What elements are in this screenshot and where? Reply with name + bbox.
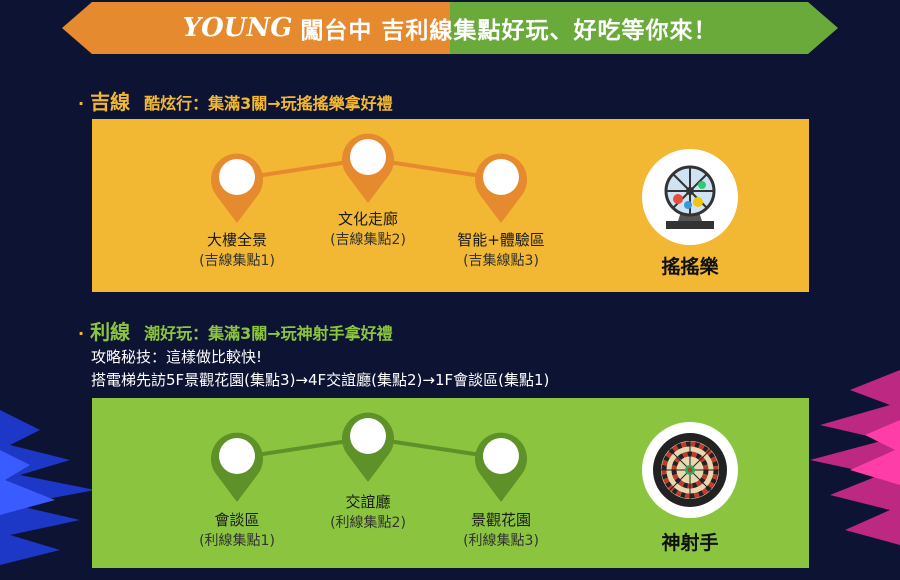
stop-point: (利線集點3): [463, 533, 539, 549]
li-line-header: · 利線 潮好玩：集滿3關→玩神射手拿好禮: [78, 316, 393, 345]
stop-name: 智能+體驗區: [457, 231, 545, 249]
right-wave-decoration: [810, 370, 900, 545]
li-stop-2-pin: [339, 410, 397, 484]
ji-stop-2-label: 文化走廊 (吉線集點2): [298, 209, 438, 251]
li-stop-3-label: 景觀花園 (利線集點3): [431, 510, 571, 552]
stop-point: (吉集線點3): [463, 253, 539, 269]
li-line-panel: 會談區 (利線集點1) 交誼廳 (利線集點2) 景觀花園 (利線集點3): [92, 398, 809, 568]
stop-name: 景觀花園: [470, 511, 531, 529]
li-line-tagline: 潮好玩：集滿3關→玩神射手拿好禮: [144, 324, 393, 343]
ji-prize-name: 搖搖樂: [661, 256, 719, 278]
ji-line-name: 吉線: [90, 90, 131, 114]
ji-stop-3-label: 智能+體驗區 (吉集線點3): [431, 230, 571, 272]
strategy-tips: 攻略秘技：這樣做比較快! 搭電梯先訪5F景觀花園(集點3)→4F交誼廳(集點2)…: [91, 346, 549, 392]
tip-title: 攻略秘技：這樣做比較快!: [91, 348, 263, 366]
li-stop-1-pin: [208, 430, 266, 504]
stop-point: (吉線集點2): [330, 232, 406, 248]
bullet: ·: [78, 324, 85, 343]
stop-name: 交誼廳: [345, 493, 391, 511]
ji-stop-3-pin: [472, 151, 530, 225]
ji-prize-badge: [642, 149, 738, 245]
lottery-machine-icon: [664, 165, 716, 229]
ji-stop-1-pin: [208, 151, 266, 225]
stop-point: (利線集點2): [330, 515, 406, 531]
li-stop-3-pin: [472, 430, 530, 504]
tip-route: 搭電梯先訪5F景觀花園(集點3)→4F交誼廳(集點2)→1F會談區(集點1): [91, 371, 550, 389]
bullet: ·: [78, 94, 85, 113]
ji-stop-1-label: 大樓全景 (吉線集點1): [167, 230, 307, 272]
brand-logo: YOUNG: [182, 13, 293, 43]
li-prize-name: 神射手: [661, 532, 719, 554]
stop-name: 文化走廊: [337, 210, 398, 228]
stop-name: 會談區: [214, 511, 260, 529]
stop-point: (利線集點1): [199, 533, 275, 549]
banner-title-part-2: 集點好玩、好吃等你來！: [453, 18, 718, 44]
li-prize-badge: [642, 422, 738, 518]
ji-line-tagline: 酷炫行：集滿3關→玩搖搖樂拿好禮: [144, 94, 393, 113]
banner-ribbon: [62, 2, 838, 54]
ji-stop-2-pin: [339, 131, 397, 205]
left-wave-decoration: [0, 410, 95, 565]
li-stop-2-label: 交誼廳 (利線集點2): [298, 492, 438, 534]
ji-line-header: · 吉線 酷炫行：集滿3關→玩搖搖樂拿好禮: [78, 86, 393, 115]
stop-name: 大樓全景: [206, 231, 267, 249]
dartboard-icon: [653, 433, 727, 507]
banner-title-part-1: 闖台中 吉利線: [300, 18, 454, 44]
ji-line-panel: 大樓全景 (吉線集點1) 文化走廊 (吉線集點2) 智能+體驗區 (吉集線點3)…: [92, 119, 809, 292]
header-banner: YOUNG 闖台中 吉利線 集點好玩、好吃等你來！: [0, 0, 900, 56]
li-stop-1-label: 會談區 (利線集點1): [167, 510, 307, 552]
li-line-name: 利線: [90, 320, 131, 344]
stop-point: (吉線集點1): [199, 253, 275, 269]
